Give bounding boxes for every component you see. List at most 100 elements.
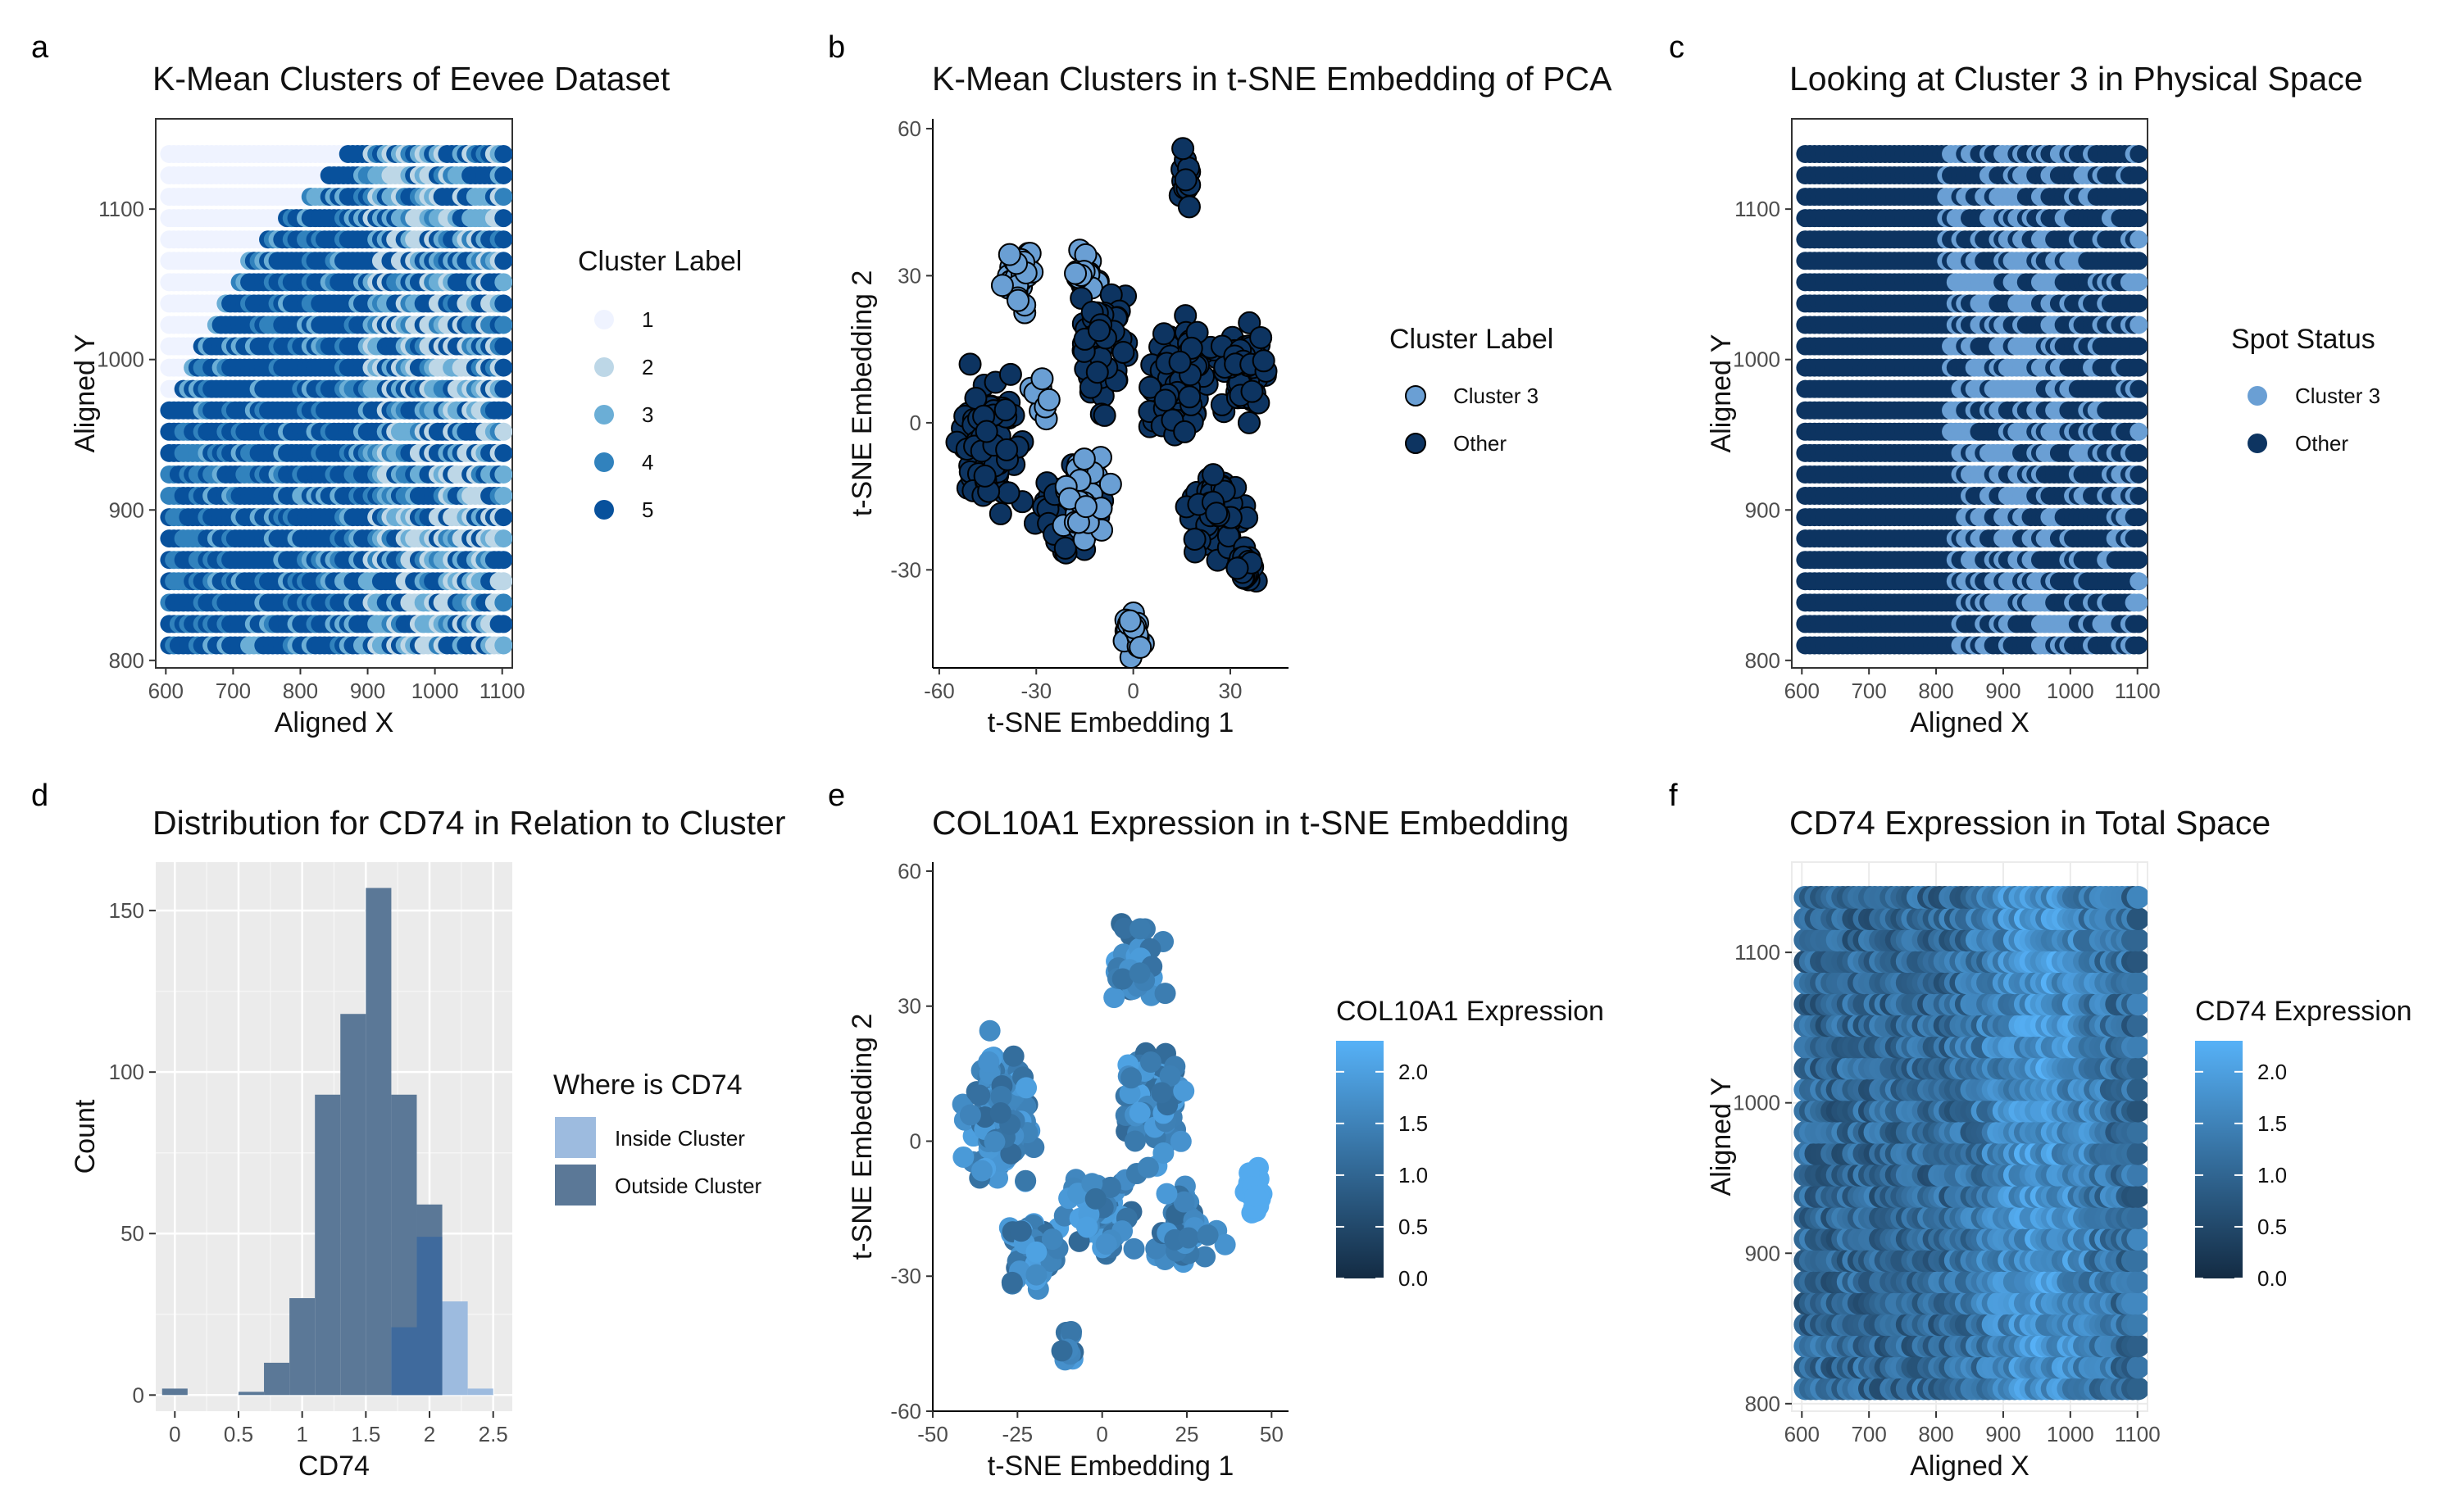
y-tick-label: 0	[133, 1383, 144, 1407]
data-point	[1124, 1130, 1146, 1152]
data-point	[978, 1051, 1000, 1073]
x-tick-label: -50	[917, 1422, 948, 1446]
legend-key	[594, 405, 614, 425]
colorbar	[1336, 1041, 1384, 1278]
y-tick-label: 150	[109, 898, 144, 923]
legend-label: Outside Cluster	[615, 1174, 762, 1198]
y-tick-label: 800	[1745, 648, 1780, 673]
data-point	[494, 465, 512, 484]
legend-label: Other	[1453, 431, 1507, 456]
x-axis-label: t-SNE Embedding 1	[988, 707, 1234, 738]
data-point	[2129, 188, 2148, 207]
data-point	[1000, 1142, 1022, 1165]
y-axis-label: t-SNE Embedding 2	[847, 1014, 878, 1260]
data-point	[1129, 635, 1152, 659]
data-point	[2129, 379, 2148, 398]
legend-key	[1405, 433, 1426, 454]
data-point	[1225, 556, 1249, 580]
data-point	[989, 1102, 1011, 1124]
data-point	[494, 529, 512, 548]
data-point	[1007, 288, 1030, 312]
x-tick-label: 1100	[480, 679, 525, 703]
data-point	[1129, 1101, 1151, 1124]
points	[952, 913, 1273, 1371]
data-point	[1103, 987, 1125, 1009]
data-point	[1183, 527, 1207, 551]
data-point	[494, 551, 512, 570]
data-point	[1084, 1187, 1107, 1210]
data-point	[984, 1131, 1006, 1153]
data-point	[1139, 1051, 1161, 1074]
data-point	[494, 209, 512, 228]
panel-title: Distribution for CD74 in Relation to Clu…	[152, 804, 786, 842]
x-axis-label: t-SNE Embedding 1	[988, 1451, 1234, 1482]
y-tick-label: 50	[120, 1221, 144, 1246]
data-point	[2129, 252, 2148, 270]
legend-label: Other	[2295, 431, 2348, 456]
y-axis-label: t-SNE Embedding 2	[847, 270, 878, 517]
data-point	[1129, 962, 1151, 984]
legend-label: 2	[642, 355, 653, 379]
data-point	[1099, 1176, 1121, 1198]
x-tick-label: 1000	[2047, 679, 2094, 703]
data-point	[494, 593, 512, 612]
data-point	[1072, 447, 1096, 471]
data-point	[1061, 1321, 1083, 1343]
panel-tag: e	[828, 779, 845, 813]
colorbar-label: 0.5	[1398, 1215, 1428, 1239]
colorbar-title: COL10A1 Expression	[1336, 996, 1604, 1027]
data-point	[958, 352, 982, 376]
y-tick-label: 100	[109, 1060, 144, 1084]
data-point	[494, 508, 512, 527]
data-point	[973, 464, 997, 488]
x-tick-label: 1.5	[351, 1422, 380, 1446]
data-point	[1041, 1228, 1063, 1251]
panel-tag: c	[1669, 30, 1684, 65]
y-tick-label: 900	[1745, 497, 1780, 522]
data-point	[494, 379, 512, 398]
data-point	[494, 188, 512, 207]
data-point	[494, 358, 512, 377]
bar	[340, 1014, 366, 1396]
legend-title: Spot Status	[2231, 324, 2375, 355]
x-tick-label: 1000	[411, 679, 459, 703]
data-point	[2126, 1334, 2148, 1358]
points	[945, 137, 1278, 668]
data-point	[2129, 593, 2148, 612]
y-axis-label: Count	[70, 1099, 101, 1174]
x-tick-label: -25	[1002, 1422, 1034, 1446]
data-point	[2129, 508, 2148, 527]
data-point	[1010, 1220, 1032, 1242]
y-axis-label: Aligned Y	[70, 334, 101, 453]
data-point	[494, 166, 512, 185]
data-point	[2129, 572, 2148, 591]
data-point	[1119, 1083, 1141, 1105]
legend-key	[555, 1117, 596, 1158]
data-point	[1129, 918, 1151, 940]
y-tick-label: 30	[898, 994, 921, 1019]
data-point	[494, 316, 512, 334]
data-point	[1137, 1156, 1159, 1178]
data-point	[1244, 1185, 1266, 1207]
data-point	[2129, 337, 2148, 356]
legend-label: 1	[642, 307, 653, 332]
data-point	[990, 1085, 1012, 1107]
data-point	[1205, 502, 1229, 525]
y-tick-label: 60	[898, 859, 921, 883]
colorbar-label: 2.0	[1398, 1060, 1428, 1084]
data-point	[494, 273, 512, 292]
data-point	[1076, 1216, 1098, 1238]
data-point	[1002, 1045, 1025, 1067]
panel-b: bK-Mean Clusters in t-SNE Embedding of P…	[828, 30, 1612, 738]
colorbar-label: 1.0	[1398, 1163, 1428, 1187]
data-point	[1001, 1271, 1023, 1293]
y-tick-label: 60	[898, 116, 921, 141]
data-point	[989, 502, 1012, 525]
x-tick-label: 1100	[2115, 679, 2161, 703]
data-point	[494, 422, 512, 441]
bars	[161, 888, 493, 1396]
data-point	[2129, 422, 2148, 441]
data-point	[1111, 340, 1135, 364]
